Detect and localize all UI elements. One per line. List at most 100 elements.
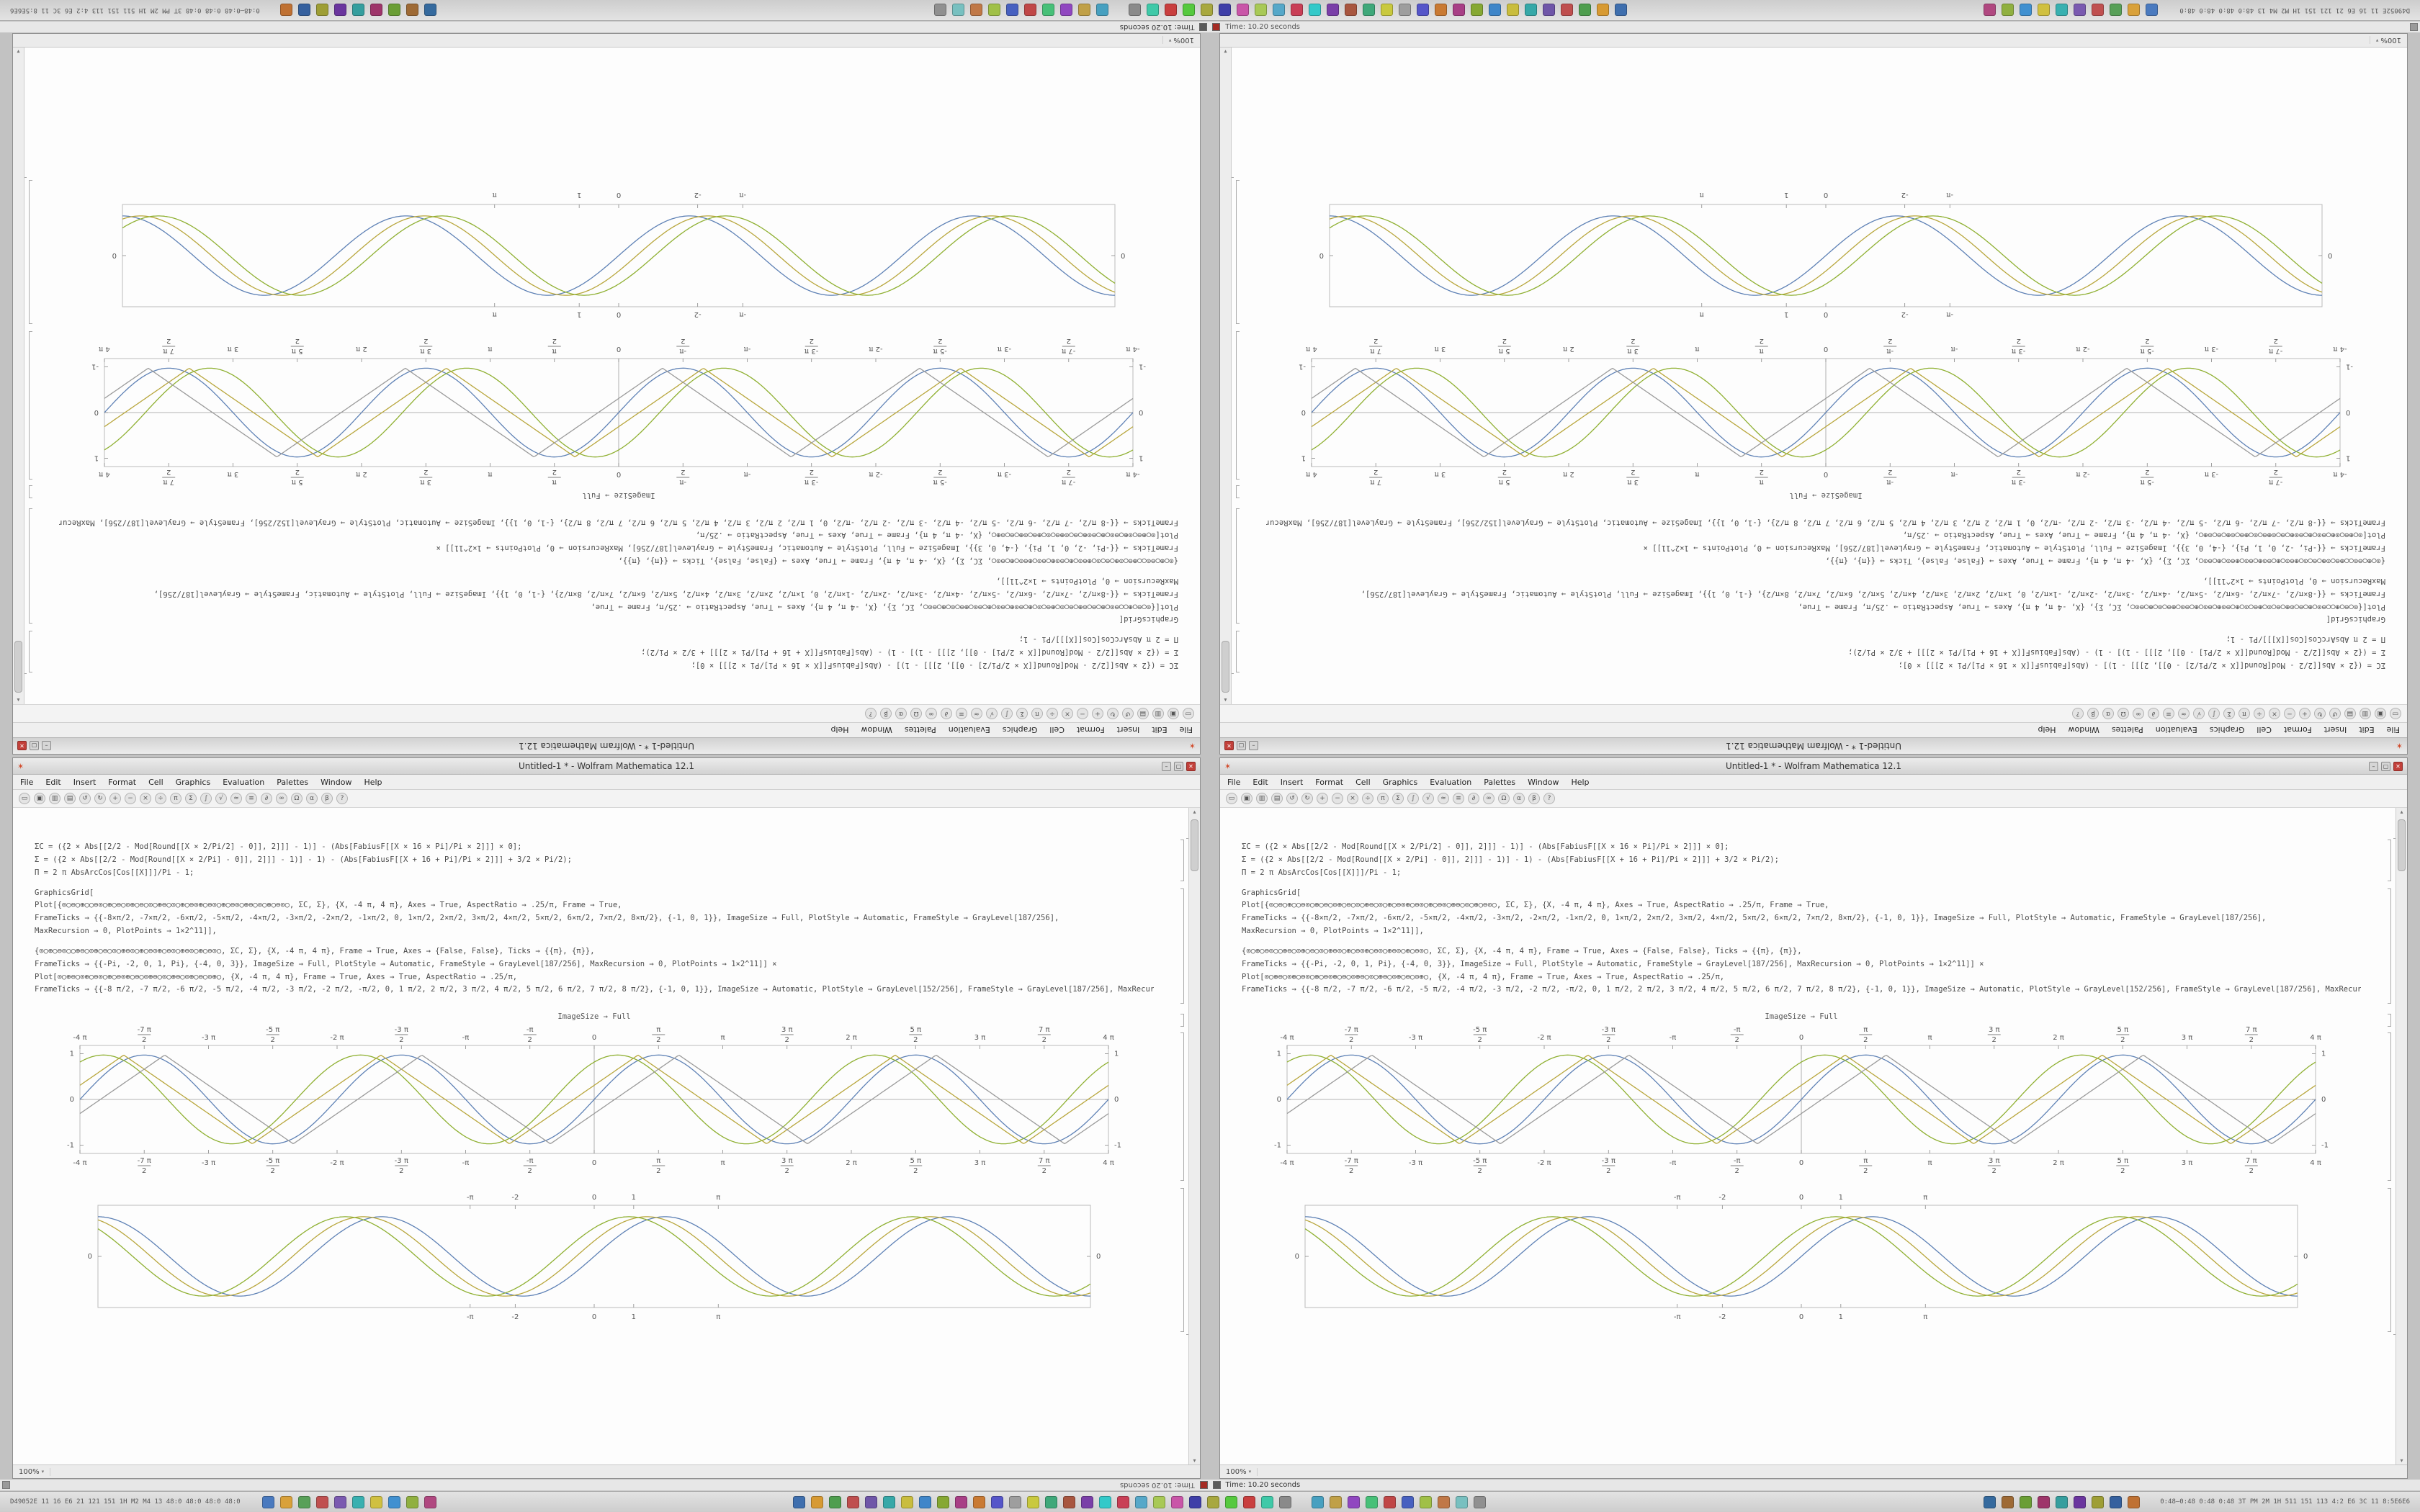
cell-bracket[interactable]	[1236, 485, 1240, 498]
taskbar-app-icon[interactable]	[937, 1495, 950, 1508]
menu-item-evaluation[interactable]: Evaluation	[948, 725, 990, 735]
taskbar-app-icon[interactable]	[1560, 4, 1573, 17]
taskbar-app-icon[interactable]	[969, 4, 982, 17]
taskbar-app-icon[interactable]	[2056, 1495, 2069, 1508]
scroll-thumb[interactable]	[14, 641, 22, 693]
menu-item-file[interactable]: File	[1179, 725, 1193, 735]
titlebar[interactable]: ✶ Untitled-1 * - Wolfram Mathematica 12.…	[1220, 758, 2407, 775]
toolbar-icon[interactable]: π	[1377, 793, 1389, 804]
toolbar-icon[interactable]: ▤	[1271, 793, 1283, 804]
taskbar-app-icon[interactable]	[1182, 4, 1195, 17]
cell-bracket[interactable]	[1180, 1032, 1184, 1181]
toolbar-icon[interactable]: ?	[2072, 708, 2084, 719]
menu-item-edit[interactable]: Edit	[1152, 725, 1168, 735]
menu-item-graphics[interactable]: Graphics	[1002, 725, 1038, 735]
taskbar-app-icon[interactable]	[1290, 4, 1303, 17]
taskbar-app-icon[interactable]	[1117, 1495, 1130, 1508]
menu-item-help[interactable]: Help	[1571, 777, 1590, 787]
maximize-button[interactable]: ▢	[1237, 741, 1246, 751]
scroll-up-icon[interactable]: ▴	[2400, 809, 2403, 815]
taskbar-app-icon[interactable]	[1614, 4, 1627, 17]
toolbar-icon[interactable]: Ω	[291, 793, 302, 804]
taskbar-app-icon[interactable]	[2128, 4, 2141, 17]
taskbar-app-icon[interactable]	[1081, 1495, 1094, 1508]
taskbar-app-icon[interactable]	[2128, 1495, 2141, 1508]
toolbar-icon[interactable]: Ω	[910, 708, 922, 719]
toolbar-icon[interactable]: ▥	[2360, 708, 2371, 719]
toolbar-icon[interactable]: ≡	[246, 793, 257, 804]
minimize-button[interactable]: –	[1162, 761, 1171, 771]
toolbar-icon[interactable]: ↻	[94, 793, 106, 804]
cell-bracket[interactable]	[1180, 840, 1184, 881]
taskbar-app-icon[interactable]	[951, 4, 964, 17]
close-button[interactable]: ✕	[1224, 741, 1234, 751]
toolbar-icon[interactable]: ≈	[971, 708, 982, 719]
toolbar-icon[interactable]: ↺	[2329, 708, 2341, 719]
toolbar-icon[interactable]: α	[1513, 793, 1525, 804]
toolbar-icon[interactable]: +	[2299, 708, 2311, 719]
cell-bracket[interactable]	[29, 508, 32, 624]
menu-item-file[interactable]: File	[1227, 777, 1241, 787]
toolbar-icon[interactable]: ×	[1062, 708, 1073, 719]
menu-item-help[interactable]: Help	[364, 777, 382, 787]
toolbar-icon[interactable]: α	[895, 708, 907, 719]
code-cell-definitions[interactable]: ΣC = ({2 × Abs[[2/2 - Mod[Round[[X × 2/P…	[1242, 841, 2361, 880]
taskbar-app-icon[interactable]	[2038, 4, 2051, 17]
taskbar-app-icon[interactable]	[2020, 4, 2033, 17]
code-cell-plot2[interactable]: {⊙○⊕○⊖⊙○○⊕⊖○⊙⊕○⊖○⊙○⊕⊖⊙○⊕○⊖⊙⊕○⊖⊙○⊕⊖⊙○⊕○⊖⊙…	[35, 945, 1154, 996]
maximize-button[interactable]: ▢	[1174, 761, 1183, 771]
toolbar-icon[interactable]: ∂	[941, 708, 952, 719]
code-cell-definitions[interactable]: ΣC = ({2 × Abs[[2/2 - Mod[Round[[X × 2/P…	[1266, 632, 2385, 671]
toolbar-icon[interactable]: ≡	[1453, 793, 1464, 804]
taskbar-app-icon[interactable]	[1362, 4, 1375, 17]
toolbar-icon[interactable]: ↺	[1286, 793, 1298, 804]
toolbar-icon[interactable]: ∂	[261, 793, 272, 804]
strip-dark-icon[interactable]	[1212, 1481, 1221, 1489]
taskbar-app-icon[interactable]	[2110, 4, 2123, 17]
taskbar-app-icon[interactable]	[1380, 4, 1393, 17]
menu-item-format[interactable]: Format	[1315, 777, 1344, 787]
menu-item-window[interactable]: Window	[321, 777, 352, 787]
taskbar-app-icon[interactable]	[1366, 1495, 1379, 1508]
menu-item-window[interactable]: Window	[2068, 725, 2099, 735]
menu-item-file[interactable]: File	[2386, 725, 2400, 735]
menu-item-edit[interactable]: Edit	[45, 777, 61, 787]
notebook-content[interactable]: ΣC = ({2 × Abs[[2/2 - Mod[Round[[X × 2/P…	[13, 808, 1200, 1464]
taskbar-app-icon[interactable]	[2002, 4, 2015, 17]
taskbar-app-icon[interactable]	[1474, 1495, 1487, 1508]
taskbar-app-icon[interactable]	[933, 4, 946, 17]
toolbar-icon[interactable]: ÷	[1047, 708, 1058, 719]
taskbar-app-icon[interactable]	[1984, 1495, 1996, 1508]
taskbar-app-icon[interactable]	[405, 4, 418, 17]
magnification-control[interactable]: 100% ▾	[1162, 36, 1194, 45]
toolbar-icon[interactable]: π	[2238, 708, 2250, 719]
taskbar-app-icon[interactable]	[2038, 1495, 2051, 1508]
toolbar-icon[interactable]: ↺	[1122, 708, 1134, 719]
toolbar-icon[interactable]: Σ	[185, 793, 197, 804]
cell-bracket[interactable]	[1236, 331, 1240, 480]
cell-bracket[interactable]	[29, 631, 32, 672]
taskbar-app-icon[interactable]	[1171, 1495, 1184, 1508]
taskbar-app-icon[interactable]	[1236, 4, 1249, 17]
toolbar-icon[interactable]: √	[215, 793, 227, 804]
scroll-down-icon[interactable]: ▾	[1193, 1457, 1196, 1464]
taskbar-app-icon[interactable]	[1063, 1495, 1076, 1508]
strip-red-icon[interactable]	[1212, 23, 1221, 31]
taskbar-app-icon[interactable]	[1077, 4, 1090, 17]
taskbar-app-icon[interactable]	[315, 4, 328, 17]
cell-bracket[interactable]	[29, 331, 32, 480]
toolbar-icon[interactable]: −	[125, 793, 136, 804]
taskbar-app-icon[interactable]	[1488, 4, 1501, 17]
taskbar-app-icon[interactable]	[1023, 4, 1036, 17]
toolbar-icon[interactable]: ▭	[2390, 708, 2401, 719]
code-cell-definitions[interactable]: ΣC = ({2 × Abs[[2/2 - Mod[Round[[X × 2/P…	[59, 632, 1178, 671]
taskbar-app-icon[interactable]	[829, 1495, 842, 1508]
toolbar-icon[interactable]: Σ	[2223, 708, 2235, 719]
taskbar-app-icon[interactable]	[901, 1495, 914, 1508]
scrollbar[interactable]: ▴ ▾	[1188, 808, 1200, 1464]
taskbar-app-icon[interactable]	[1045, 1495, 1058, 1508]
taskbar-app-icon[interactable]	[1384, 1495, 1397, 1508]
taskbar-app-icon[interactable]	[1596, 4, 1609, 17]
notebook-content[interactable]: ΣC = ({2 × Abs[[2/2 - Mod[Round[[X × 2/P…	[13, 48, 1200, 704]
code-cell-graphicsgrid[interactable]: GraphicsGrid[ Plot[{⊙○⊖○⊕○○⊖⊙○⊕○⊖○⊙⊕○⊖○⊙…	[35, 887, 1154, 938]
